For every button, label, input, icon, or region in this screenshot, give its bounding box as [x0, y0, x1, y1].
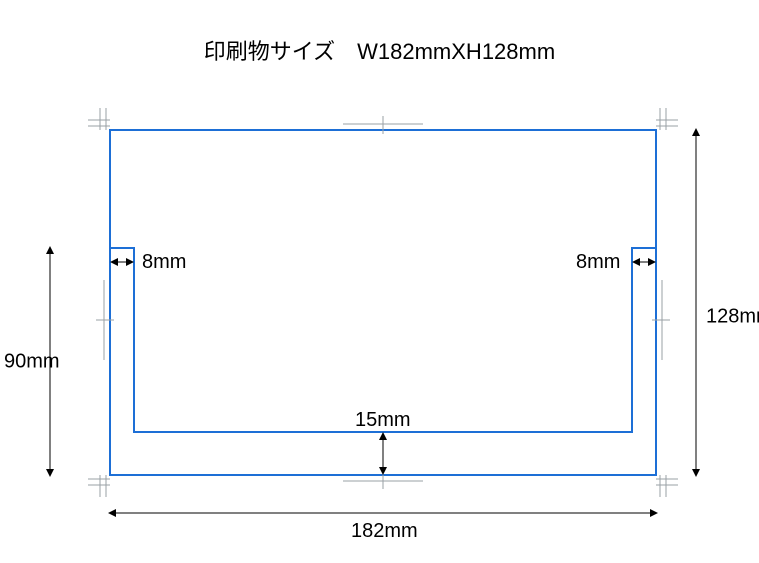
- dim-label-notch-left: 8mm: [142, 251, 186, 273]
- diagram-stage: 印刷物サイズ W182mmXH128mm 128mm90mm182mm8mm8m…: [0, 0, 759, 563]
- dim-label-notch-right: 8mm: [576, 251, 620, 273]
- dim-label-height-left: 90mm: [4, 351, 60, 373]
- dim-label-height-right: 128mm: [706, 306, 759, 328]
- dim-label-gap-bottom: 15mm: [355, 409, 411, 431]
- dimension-diagram: 128mm 90mm 182mm 8mm 8mm 15mm: [0, 0, 759, 563]
- dim-label-width-bottom: 182mm: [351, 520, 418, 542]
- inner-frame: [110, 248, 656, 432]
